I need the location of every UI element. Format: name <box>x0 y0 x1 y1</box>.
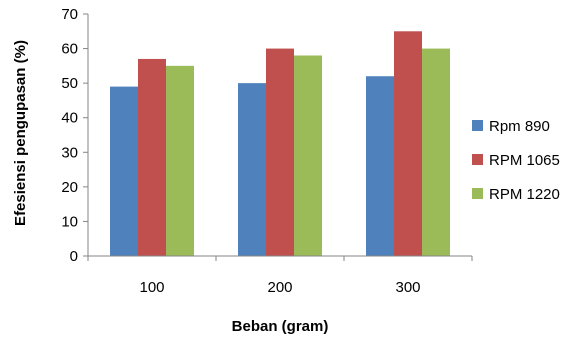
legend-swatch <box>472 154 483 165</box>
bar-rpm-1065-100 <box>138 58 166 256</box>
y-tick-label: 40 <box>61 110 78 127</box>
y-tick-label: 10 <box>61 213 78 230</box>
legend-swatch <box>472 120 483 131</box>
bar-rpm-1065-300 <box>394 31 422 256</box>
bar-rpm-1220-300 <box>422 48 450 257</box>
x-tick-label: 200 <box>267 279 292 296</box>
bar-rpm-890-200 <box>238 83 266 257</box>
y-tick-label: 60 <box>61 41 78 58</box>
x-tick-label: 100 <box>139 279 164 296</box>
y-tick-label: 50 <box>61 75 78 92</box>
axes-layer <box>83 13 473 261</box>
bar-rpm-1065-200 <box>266 48 294 257</box>
y-tick-label: 0 <box>70 248 78 265</box>
x-axis-title: Beban (gram) <box>232 318 329 335</box>
x-tick-label: 300 <box>395 279 420 296</box>
legend-label: RPM 1065 <box>489 152 560 169</box>
legend: Rpm 890 RPM 1065 RPM 1220 <box>472 118 560 203</box>
bar-rpm-1220-100 <box>166 65 194 256</box>
bar-rpm-890-100 <box>110 86 138 256</box>
legend-label: RPM 1220 <box>489 186 560 203</box>
legend-swatch <box>472 188 483 199</box>
y-tick-label: 20 <box>61 179 78 196</box>
bar-rpm-890-300 <box>366 76 394 256</box>
y-tick-label: 30 <box>61 144 78 161</box>
labels-layer: 0 10 20 30 40 50 60 70 100 200 300 <box>61 6 420 296</box>
y-axis-title: Efesiensi pengupasan (%) <box>12 40 29 226</box>
bar-rpm-1220-200 <box>294 55 322 256</box>
legend-label: Rpm 890 <box>489 118 550 135</box>
y-tick-label: 70 <box>61 6 78 23</box>
bars-layer <box>110 31 450 257</box>
